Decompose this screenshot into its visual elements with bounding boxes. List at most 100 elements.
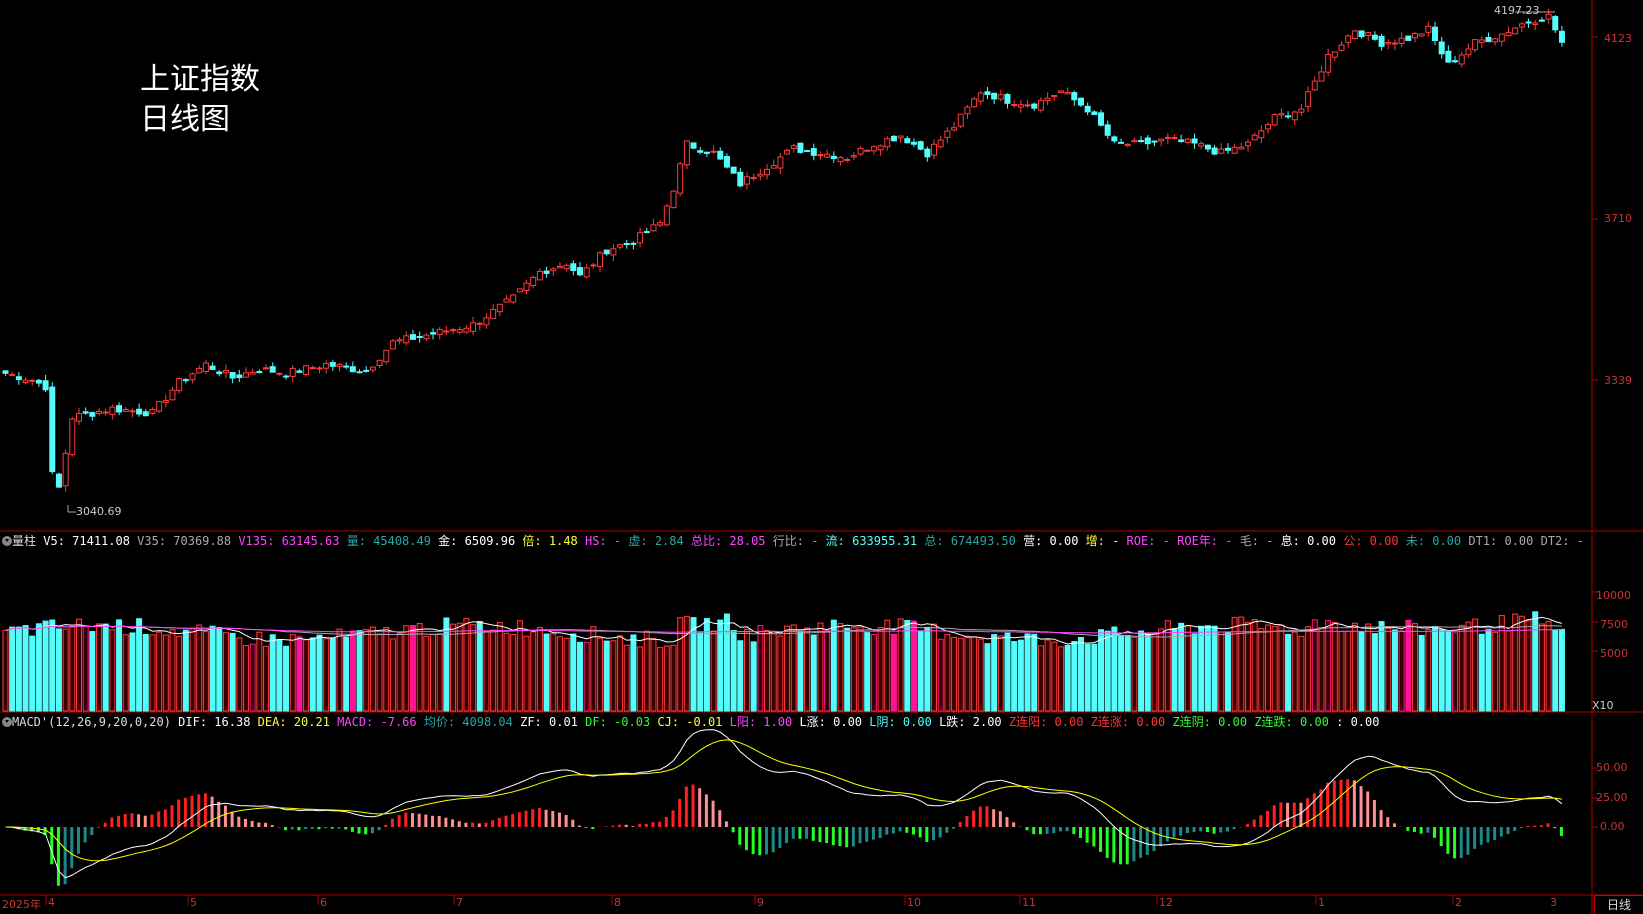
macd-indicator-bar[interactable]: MACD'(12,26,9,20,0,20) DIF: 16.38 DEA: 2… <box>0 713 1590 731</box>
date-axis-label: 11 <box>1022 896 1036 909</box>
candle-body <box>1111 136 1118 142</box>
volume-bar <box>430 633 437 712</box>
candle-body <box>1478 39 1485 44</box>
volume-bar <box>209 625 216 712</box>
indicator-value: Z连阳: 0.00 <box>1001 715 1084 729</box>
indicator-value: DT3: - <box>1584 534 1590 548</box>
volume-bar <box>550 633 557 712</box>
candle-body <box>483 317 490 326</box>
candle-body <box>1151 140 1158 143</box>
candle-body <box>1545 13 1552 20</box>
volume-bar <box>1452 632 1459 712</box>
candle-body <box>1492 38 1499 43</box>
candle-body <box>643 231 650 234</box>
candle-body <box>116 405 123 413</box>
volume-indicator-bar[interactable]: 量柱 V5: 71411.08 V35: 70369.88 V135: 6314… <box>0 532 1590 550</box>
volume-bar <box>1051 641 1058 712</box>
volume-bars[interactable] <box>2 611 1565 712</box>
volume-bar <box>1204 625 1211 712</box>
indicator-value: 量柱 <box>12 534 37 548</box>
candle-body <box>777 156 784 169</box>
candle-body <box>129 410 136 413</box>
candle-body <box>403 335 410 344</box>
candle-body <box>910 141 917 145</box>
candle-body <box>877 145 884 151</box>
indicator-value: DEA: 20.21 <box>250 715 330 729</box>
volume-bar <box>957 637 964 712</box>
indicator-value: 息: 0.00 <box>1273 534 1336 548</box>
volume-bar <box>96 623 103 712</box>
candle-body <box>189 373 196 381</box>
volume-bar <box>1258 628 1265 712</box>
candle-body <box>1037 99 1044 111</box>
volume-bar <box>576 641 583 712</box>
candle-body <box>162 399 169 403</box>
volume-bar <box>102 623 109 712</box>
title-line-1: 上证指数 <box>140 62 260 97</box>
volume-bar <box>1371 633 1378 712</box>
period-selector[interactable]: 日线 <box>1594 895 1643 914</box>
volume-bar <box>844 627 851 712</box>
indicator-menu-icon[interactable] <box>2 717 12 727</box>
candle-body <box>1398 37 1405 44</box>
volume-bar <box>910 620 917 712</box>
candle-body <box>623 243 630 246</box>
candle-body <box>1485 36 1492 43</box>
candle-body <box>376 359 383 367</box>
volume-bar <box>944 634 951 712</box>
candle-body <box>236 374 243 379</box>
indicator-menu-icon[interactable] <box>2 536 12 546</box>
volume-bar <box>991 634 998 712</box>
volume-bar <box>770 630 777 712</box>
candle-body <box>29 379 36 382</box>
indicator-value: 营: 0.00 <box>1015 534 1079 548</box>
candlestick-series[interactable] <box>2 8 1565 513</box>
high-price-label: 4197.23 <box>1494 4 1540 17</box>
candle-body <box>630 242 637 245</box>
candle-body <box>917 141 924 150</box>
candle-body <box>723 156 730 168</box>
macd-histogram[interactable] <box>5 779 1563 886</box>
volume-bar <box>1164 620 1171 712</box>
candle-body <box>1291 111 1298 121</box>
candle-body <box>35 379 42 384</box>
candle-body <box>757 173 764 177</box>
candle-body <box>416 335 423 338</box>
volume-bar <box>1091 643 1098 712</box>
candle-body <box>463 327 470 333</box>
candle-body <box>830 155 837 160</box>
candle-body <box>1238 146 1245 150</box>
indicator-value: : 0.00 <box>1328 715 1380 729</box>
candle-body <box>563 264 570 270</box>
volume-bar <box>703 617 710 712</box>
volume-bar <box>1011 641 1018 712</box>
candle-body <box>870 146 877 152</box>
volume-bar <box>109 629 116 712</box>
candle-body <box>717 150 724 160</box>
candle-body <box>1271 114 1278 126</box>
candle-body <box>9 373 16 376</box>
indicator-value: 增: - <box>1078 534 1120 548</box>
volume-bar <box>697 632 704 712</box>
volume-bar <box>1291 631 1298 712</box>
candle-body <box>570 263 577 272</box>
candle-body <box>1472 39 1479 51</box>
volume-bar <box>717 619 724 712</box>
volume-bar <box>630 634 637 712</box>
volume-bar <box>369 626 376 712</box>
volume-bar <box>610 640 617 712</box>
candle-body <box>884 138 891 148</box>
volume-bar <box>810 634 817 712</box>
volume-bar <box>824 630 831 712</box>
volume-bar <box>1298 635 1305 712</box>
volume-bar <box>1518 615 1525 712</box>
volume-bar <box>1318 627 1325 712</box>
volume-bar <box>556 636 563 712</box>
candle-body <box>209 365 216 370</box>
candle-body <box>1438 41 1445 55</box>
volume-bar <box>1545 620 1552 712</box>
volume-bar <box>657 647 664 712</box>
candle-body <box>1505 32 1512 37</box>
candle-body <box>49 386 56 473</box>
